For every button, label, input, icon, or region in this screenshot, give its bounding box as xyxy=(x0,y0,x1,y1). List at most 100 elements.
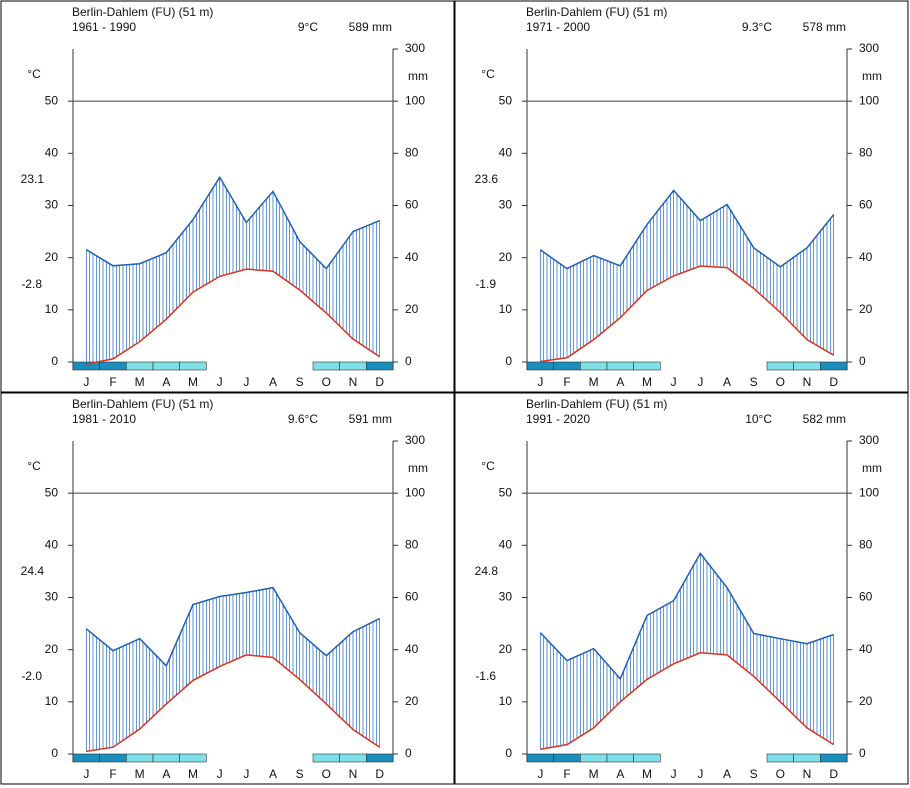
x-tick-label: S xyxy=(750,767,758,781)
x-tick-label: A xyxy=(269,767,277,781)
x-tick-label: M xyxy=(188,375,198,389)
x-tick-label: A xyxy=(616,375,624,389)
x-tick-label: F xyxy=(109,375,116,389)
x-tick-label: S xyxy=(296,767,304,781)
frost-band xyxy=(820,361,848,371)
y2-tick-label: 80 xyxy=(405,146,419,160)
x-tick-label: J xyxy=(83,375,89,389)
chart-title: Berlin-Dahlem (FU) (51 m) xyxy=(72,5,213,19)
y2-tick-label: 40 xyxy=(859,642,873,656)
y2-tick-label: 0 xyxy=(859,354,866,368)
frost-band xyxy=(152,753,180,763)
y2-tick-label: 300 xyxy=(859,41,879,55)
frost-band xyxy=(233,754,260,762)
y-tick-label: 40 xyxy=(45,146,59,160)
y-tick-label: 30 xyxy=(45,198,59,212)
panel-border xyxy=(454,0,909,393)
x-tick-label: M xyxy=(188,767,198,781)
frost-band xyxy=(740,754,767,762)
frost-band xyxy=(793,753,821,763)
y-tick-label: 10 xyxy=(45,302,59,316)
x-tick-label: J xyxy=(83,767,89,781)
y2-tick-label: 40 xyxy=(405,642,419,656)
side-label: -2.8 xyxy=(21,277,42,291)
frost-band xyxy=(152,361,180,371)
chart-title: Berlin-Dahlem (FU) (51 m) xyxy=(72,397,213,411)
x-tick-label: O xyxy=(776,375,785,389)
y-tick-label: 20 xyxy=(45,250,59,264)
frost-band xyxy=(260,362,287,370)
x-tick-label: N xyxy=(803,767,812,781)
x-tick-label: M xyxy=(642,767,652,781)
x-tick-label: A xyxy=(723,375,731,389)
climate-panel: Berlin-Dahlem (FU) (51 m)1961 - 1990 9°C 5… xyxy=(0,0,455,393)
x-tick-label: S xyxy=(296,375,304,389)
frost-band xyxy=(339,753,367,763)
y2-tick-label: 80 xyxy=(405,538,419,552)
frost-band xyxy=(72,753,100,763)
x-tick-label: J xyxy=(243,767,249,781)
x-tick-label: J xyxy=(217,767,223,781)
y2-tick-label: 0 xyxy=(405,746,412,760)
frost-band xyxy=(606,753,634,763)
y2-tick-label: 60 xyxy=(405,590,419,604)
temperature-line xyxy=(540,265,835,363)
x-tick-label: F xyxy=(563,767,570,781)
frost-band xyxy=(99,361,127,371)
frost-band xyxy=(687,362,714,370)
climate-panel: Berlin-Dahlem (FU) (51 m)1981 - 2010 9.6°… xyxy=(0,392,455,785)
annual-precipitation: 589 mm xyxy=(349,20,392,34)
chart-subtitle: 1961 - 1990 xyxy=(72,20,136,34)
y2-tick-label: 0 xyxy=(405,354,412,368)
x-tick-label: N xyxy=(803,375,812,389)
y2-tick-label: 20 xyxy=(859,694,873,708)
x-tick-label: N xyxy=(349,767,358,781)
frost-band xyxy=(553,361,581,371)
precipitation-line xyxy=(85,175,380,270)
y-tick-label: 10 xyxy=(499,694,513,708)
y2-tick-label: 20 xyxy=(405,302,419,316)
frost-band xyxy=(366,361,394,371)
side-label: 23.6 xyxy=(475,172,499,186)
mean-temperature: 9.6°C xyxy=(288,412,318,426)
x-tick-label: J xyxy=(537,375,543,389)
y-tick-label: 30 xyxy=(45,590,59,604)
x-tick-label: S xyxy=(750,375,758,389)
y-axis-label: °C xyxy=(481,67,495,81)
precipitation-line xyxy=(539,189,835,270)
frost-band xyxy=(660,754,687,762)
y2-tick-label: 100 xyxy=(405,485,425,499)
x-tick-label: J xyxy=(537,767,543,781)
x-tick-label: M xyxy=(135,375,145,389)
frost-band xyxy=(179,753,207,763)
side-label: -2.0 xyxy=(21,669,42,683)
climate-panel: Berlin-Dahlem (FU) (51 m)1971 - 2000 9.3°… xyxy=(454,0,909,393)
y-tick-label: 40 xyxy=(499,146,513,160)
y-tick-label: 20 xyxy=(45,642,59,656)
y2-tick-label: 80 xyxy=(859,538,873,552)
frost-band xyxy=(820,753,848,763)
frost-band xyxy=(312,753,340,763)
y-tick-label: 10 xyxy=(499,302,513,316)
y-axis-label: °C xyxy=(27,459,41,473)
x-tick-label: F xyxy=(563,375,570,389)
frost-band xyxy=(714,754,741,762)
side-label: -1.9 xyxy=(475,277,496,291)
y-tick-label: 50 xyxy=(45,93,59,107)
y2-tick-label: 40 xyxy=(405,250,419,264)
x-tick-label: J xyxy=(671,375,677,389)
y-tick-label: 30 xyxy=(499,198,513,212)
precipitation-line xyxy=(85,586,381,668)
y-tick-label: 50 xyxy=(45,485,59,499)
y2-tick-label: 100 xyxy=(405,93,425,107)
y-tick-label: 50 xyxy=(499,93,513,107)
mean-temperature: 10°C xyxy=(745,412,772,426)
frost-band xyxy=(687,754,714,762)
y2-tick-label: 20 xyxy=(405,694,419,708)
y-tick-label: 20 xyxy=(499,250,513,264)
temperature-line xyxy=(540,652,835,751)
mean-temperature: 9.3°C xyxy=(742,20,772,34)
temperature-line xyxy=(86,654,381,753)
frost-band xyxy=(766,361,794,371)
panel-border xyxy=(454,392,909,785)
